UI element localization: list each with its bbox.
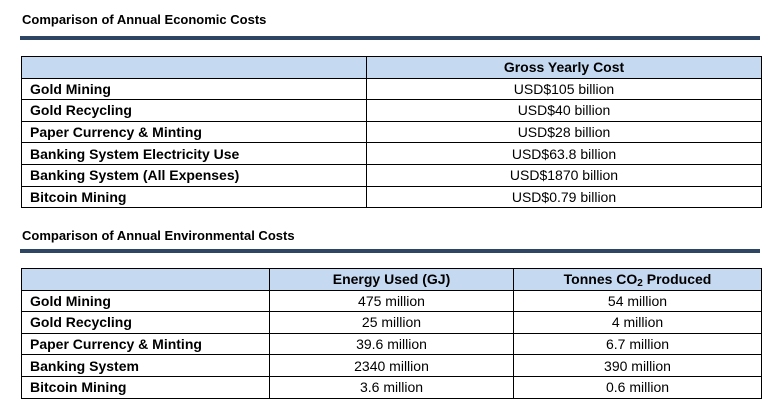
row-label: Bitcoin Mining <box>21 185 367 209</box>
table-row: Banking System 2340 million 390 million <box>21 354 762 377</box>
environmental-header-row: Energy Used (GJ) Tonnes CO2 Produced <box>21 268 762 291</box>
environmental-costs-title: Comparison of Annual Environmental Costs <box>22 228 295 243</box>
row-co2: 0.6 million <box>513 375 762 399</box>
table-row: Gold Recycling USD$40 billion <box>21 99 762 122</box>
economic-header-row: Gross Yearly Cost <box>21 56 762 79</box>
row-cost: USD$0.79 billion <box>366 185 762 209</box>
row-label: Banking System (All Expenses) <box>21 163 367 187</box>
environmental-costs-table: Energy Used (GJ) Tonnes CO2 Produced Gol… <box>21 268 762 399</box>
table-row: Bitcoin Mining 3.6 million 0.6 million <box>21 375 762 399</box>
row-cost: USD$1870 billion <box>366 163 762 187</box>
row-energy: 475 million <box>269 289 514 313</box>
economic-title-rule <box>20 36 760 40</box>
environmental-header-energy: Energy Used (GJ) <box>269 268 514 291</box>
environmental-title-rule <box>20 249 760 253</box>
row-co2: 54 million <box>513 289 762 313</box>
economic-header-cost: Gross Yearly Cost <box>366 56 762 79</box>
row-energy: 3.6 million <box>269 375 514 399</box>
row-label: Gold Recycling <box>21 311 270 334</box>
co2-header-subscript: 2 <box>637 278 643 290</box>
table-row: Bitcoin Mining USD$0.79 billion <box>21 185 762 209</box>
row-label: Bitcoin Mining <box>21 375 270 399</box>
row-label: Paper Currency & Minting <box>21 120 367 144</box>
economic-costs-title: Comparison of Annual Economic Costs <box>22 12 267 27</box>
table-row: Gold Mining USD$105 billion <box>21 77 762 101</box>
table-row: Banking System (All Expenses) USD$1870 b… <box>21 163 762 187</box>
table-row: Gold Recycling 25 million 4 million <box>21 311 762 334</box>
row-co2: 6.7 million <box>513 332 762 356</box>
economic-header-blank <box>21 56 367 79</box>
table-row: Paper Currency & Minting USD$28 billion <box>21 120 762 144</box>
row-energy: 39.6 million <box>269 332 514 356</box>
row-cost: USD$28 billion <box>366 120 762 144</box>
row-label: Paper Currency & Minting <box>21 332 270 356</box>
row-energy: 2340 million <box>269 354 514 377</box>
table-row: Gold Mining 475 million 54 million <box>21 289 762 313</box>
row-label: Gold Mining <box>21 289 270 313</box>
row-energy: 25 million <box>269 311 514 334</box>
row-cost: USD$63.8 billion <box>366 142 762 165</box>
row-label: Gold Mining <box>21 77 367 101</box>
row-co2: 390 million <box>513 354 762 377</box>
co2-header-prefix: Tonnes CO <box>563 271 638 288</box>
co2-header-suffix: Produced <box>642 271 712 288</box>
row-label: Banking System Electricity Use <box>21 142 367 165</box>
table-row: Banking System Electricity Use USD$63.8 … <box>21 142 762 165</box>
environmental-header-blank <box>21 268 270 291</box>
row-co2: 4 million <box>513 311 762 334</box>
row-label: Banking System <box>21 354 270 377</box>
table-row: Paper Currency & Minting 39.6 million 6.… <box>21 332 762 356</box>
row-cost: USD$40 billion <box>366 99 762 122</box>
environmental-header-co2: Tonnes CO2 Produced <box>513 268 762 291</box>
row-label: Gold Recycling <box>21 99 367 122</box>
row-cost: USD$105 billion <box>366 77 762 101</box>
economic-costs-table: Gross Yearly Cost Gold Mining USD$105 bi… <box>21 56 762 209</box>
